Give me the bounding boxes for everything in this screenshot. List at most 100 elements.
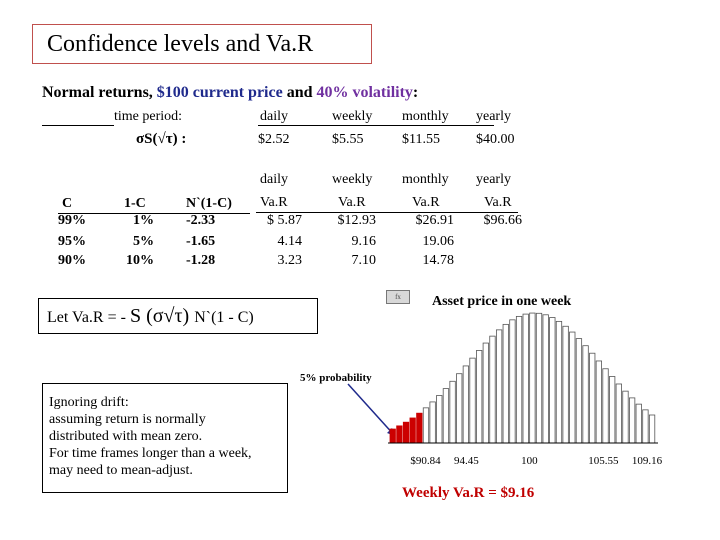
period-yearly: yearly xyxy=(476,109,511,124)
period-label-text: time period: xyxy=(114,109,183,124)
subtitle-suffix: : xyxy=(412,84,419,101)
var-bot-yearly: Va.R xyxy=(484,195,512,210)
row-ninv: -2.33 xyxy=(186,213,216,228)
chart-function-button[interactable]: fx xyxy=(386,290,410,304)
histogram-bar xyxy=(515,315,523,444)
x-tick-label: $90.84 xyxy=(410,455,441,467)
histogram-bar xyxy=(436,395,443,444)
histogram-bar xyxy=(442,388,450,444)
histogram-bar xyxy=(569,331,576,444)
row-c: 90% xyxy=(58,253,86,268)
histogram-bar xyxy=(609,376,616,444)
histogram-bar xyxy=(555,320,563,444)
row-c: 99% xyxy=(58,213,86,228)
subtitle-price: $100 current price xyxy=(156,84,283,101)
var-top-weekly: weekly xyxy=(332,172,373,187)
tail-bar xyxy=(409,417,416,444)
histogram-bar xyxy=(635,403,642,444)
var-top-monthly: monthly xyxy=(402,172,449,187)
histogram-bar xyxy=(575,338,583,444)
histogram-bar xyxy=(529,312,536,444)
formula-part-d: N`(1 - C) xyxy=(194,309,254,326)
histogram-bar xyxy=(449,380,456,444)
row-var-weekly: 9.16 xyxy=(351,234,377,249)
histogram-bar xyxy=(549,317,556,444)
histogram-bar xyxy=(629,397,636,444)
row-var-daily: $ 5.87 xyxy=(267,213,302,228)
header-c: C xyxy=(62,196,73,211)
histogram-bar xyxy=(542,314,549,444)
var-bot-monthly: Va.R xyxy=(412,195,440,210)
row-ninv: -1.28 xyxy=(186,253,216,268)
subtitle-prefix: Normal returns, xyxy=(42,84,157,101)
row-1mc: 1% xyxy=(133,213,154,228)
histogram-bar xyxy=(535,312,543,444)
formula-part-c: (σ√τ) xyxy=(141,305,195,327)
annotation-arrow xyxy=(347,383,396,437)
histogram-bar xyxy=(502,323,509,444)
row-var-daily: 4.14 xyxy=(277,234,303,249)
histogram-bar xyxy=(648,414,656,444)
row-var-daily: 3.23 xyxy=(277,253,303,268)
sigma-label: σS(√τ) : xyxy=(136,131,187,147)
sigma-yearly: $40.00 xyxy=(476,132,515,147)
sigma-monthly: $11.55 xyxy=(402,132,440,147)
period-label: time period: xyxy=(42,109,182,126)
formula-box: Let Va.R = - S (σ√τ) N`(1 - C) xyxy=(38,298,318,334)
histogram-bar xyxy=(582,345,589,444)
histogram-bar xyxy=(562,325,569,444)
period-weekly: weekly xyxy=(332,109,373,124)
histogram-bar xyxy=(595,360,603,444)
header-rule-right xyxy=(256,212,518,213)
formula-part-b: S xyxy=(129,305,142,327)
x-tick-label: 94.45 xyxy=(453,455,479,467)
x-tick-label: 100 xyxy=(521,455,538,467)
row-1mc: 10% xyxy=(126,253,154,268)
tail-bar xyxy=(416,412,423,444)
histogram-bar xyxy=(589,352,596,444)
slide-title: Confidence levels and Va.R xyxy=(32,24,372,64)
sigma-daily: $2.52 xyxy=(258,132,290,147)
histogram-bar xyxy=(509,319,516,444)
histogram-bar xyxy=(495,329,503,444)
subtitle: Normal returns, $100 current price and 4… xyxy=(42,84,418,102)
row-ninv: -1.65 xyxy=(186,234,216,249)
header-rule-left xyxy=(58,213,250,214)
x-tick-label: 109.16 xyxy=(631,455,663,467)
var-bot-daily: Va.R xyxy=(260,195,288,210)
weekly-var-result: Weekly Va.R = $9.16 xyxy=(402,485,535,501)
period-underline xyxy=(42,109,114,126)
var-bot-weekly: Va.R xyxy=(338,195,366,210)
subtitle-middle: and xyxy=(282,84,317,101)
histogram-bar xyxy=(522,313,529,444)
subtitle-vol: 40% volatility xyxy=(316,84,413,101)
header-ninv: N`(1-C) xyxy=(186,196,232,211)
histogram-bar xyxy=(489,335,496,444)
tail-bar xyxy=(396,425,403,444)
sigma-weekly: $5.55 xyxy=(332,132,364,147)
row-c: 95% xyxy=(58,234,86,249)
tail-bar xyxy=(389,428,396,444)
period-underline-rule xyxy=(258,125,494,126)
histogram-bar xyxy=(602,368,609,444)
formula-part-a: Let Va.R = - xyxy=(47,309,130,326)
note-line: distributed with mean zero. xyxy=(49,429,203,444)
row-1mc: 5% xyxy=(133,234,154,249)
row-var-weekly: 7.10 xyxy=(351,253,377,268)
histogram-bar xyxy=(642,409,649,444)
row-var-yearly: $96.66 xyxy=(483,213,523,228)
header-1mc: 1-C xyxy=(124,196,146,211)
note-line: Ignoring drift: xyxy=(49,395,129,410)
var-top-daily: daily xyxy=(260,172,288,187)
probability-annotation: 5% probability xyxy=(300,372,372,384)
row-var-monthly: 14.78 xyxy=(422,253,455,268)
note-line: For time frames longer than a week, xyxy=(49,446,252,461)
row-var-monthly: $26.91 xyxy=(415,213,455,228)
note-line: assuming return is normally xyxy=(49,412,206,427)
var-top-yearly: yearly xyxy=(476,172,511,187)
histogram-bar xyxy=(462,365,469,444)
period-monthly: monthly xyxy=(402,109,449,124)
tail-bar xyxy=(402,421,410,444)
row-var-weekly: $12.93 xyxy=(337,213,377,228)
